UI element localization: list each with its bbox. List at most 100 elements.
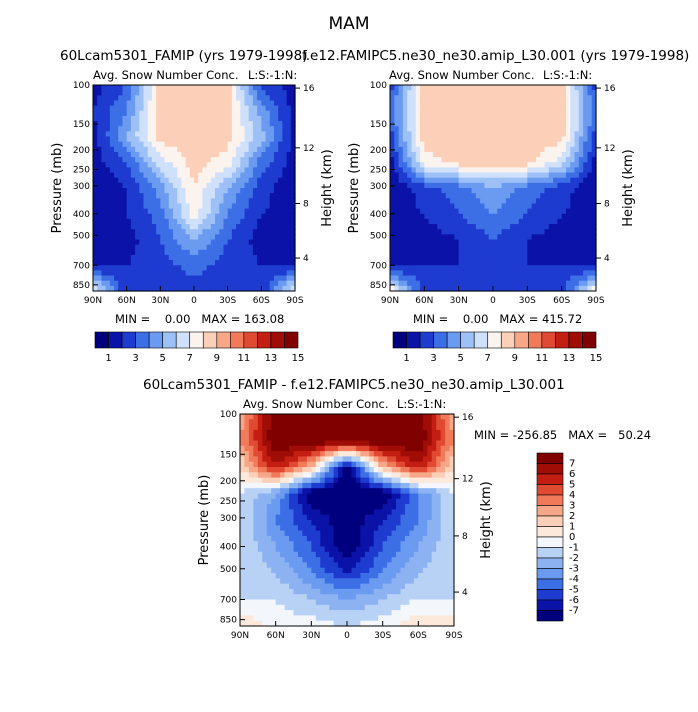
left-heatmap-cell — [168, 126, 174, 132]
left-heatmap-cell — [135, 254, 140, 261]
right-heatmap-cell — [420, 193, 425, 199]
right-heatmap-cell — [591, 90, 597, 96]
right-heatmap-cell — [497, 275, 503, 282]
left-heatmap-cell — [231, 275, 237, 282]
left-heatmap-cell — [248, 177, 254, 184]
right-heatmap-cell — [415, 90, 421, 96]
right-heatmap-cell — [467, 162, 473, 168]
left-heatmap-cell — [160, 110, 166, 117]
diff-heatmap-cell — [320, 525, 326, 532]
diff-heatmap-cell — [333, 488, 339, 495]
left-heatmap-cell — [206, 224, 212, 230]
left-heatmap-cell — [151, 90, 157, 96]
right-heatmap-cell — [535, 234, 541, 241]
right-heatmap-cell — [587, 188, 593, 194]
left-heatmap-cell — [273, 234, 279, 241]
left-heatmap-cell — [147, 239, 153, 246]
left-heatmap-cell — [139, 172, 145, 179]
left-heatmap-cell — [172, 157, 178, 163]
left-heatmap-cell — [181, 249, 187, 256]
right-heatmap-cell — [462, 229, 468, 235]
diff-heatmap-cell — [449, 419, 455, 426]
right-heatmap-cell — [432, 270, 438, 277]
right-heatmap-cell — [557, 260, 563, 266]
right-heatmap-cell — [458, 136, 464, 143]
right-heatmap-cell — [394, 198, 400, 205]
left-heatmap-cell — [105, 275, 111, 282]
diff-heatmap-cell — [409, 456, 415, 463]
left-heatmap-cell — [282, 244, 288, 251]
right-heatmap-cell — [394, 234, 400, 241]
left-heatmap-cell — [273, 136, 279, 143]
right-heatmap-cell — [450, 224, 455, 230]
left-heatmap-cell — [206, 208, 212, 215]
left-heatmap-cell — [210, 280, 216, 287]
diff-heatmap-cell — [293, 435, 299, 442]
right-heatmap-cell — [415, 188, 421, 194]
left-heatmap-cell — [172, 146, 178, 153]
right-heatmap-cell — [480, 151, 486, 158]
left-heatmap-cell — [135, 244, 140, 251]
left-heatmap-cell — [181, 285, 187, 292]
right-heatmap-cell — [574, 213, 580, 220]
left-heatmap-cell — [248, 141, 254, 148]
left-heatmap-cell — [278, 146, 283, 153]
left-heatmap-cell — [109, 188, 115, 194]
left-heatmap-cell — [164, 126, 170, 132]
left-heatmap-cell — [151, 85, 157, 91]
diff-heatmap-cell — [436, 451, 442, 457]
right-heatmap-cell — [531, 105, 537, 112]
diff-heatmap-cell — [422, 440, 428, 447]
right-heatmap-cell — [561, 177, 567, 184]
left-heatmap-cell — [215, 203, 220, 210]
left-heatmap-cell — [194, 198, 199, 205]
diff-heatmap-cell — [449, 435, 455, 442]
diff-heatmap-cell — [413, 514, 419, 521]
right-heatmap-cell — [540, 100, 546, 107]
left-heatmap-cell — [109, 95, 115, 102]
left-heatmap-cell — [160, 249, 166, 256]
right-heatmap-cell — [445, 115, 451, 122]
left-heatmap-cell — [282, 172, 288, 179]
left-heatmap-cell — [177, 105, 182, 112]
right-heatmap-cell — [544, 162, 550, 168]
left-heatmap-cell — [227, 162, 233, 168]
left-heatmap-cell — [156, 285, 161, 292]
left-heatmap-cell — [244, 234, 250, 241]
left-heatmap-cell — [101, 162, 107, 168]
right-heatmap-cell — [467, 157, 473, 163]
left-heatmap-cell — [168, 213, 174, 220]
diff-heatmap-cell — [280, 514, 286, 521]
right-heatmap-cell — [553, 141, 558, 148]
right-heatmap-cell — [578, 270, 584, 277]
right-heatmap-cell — [540, 151, 546, 158]
left-heatmap-cell — [93, 218, 98, 225]
left-heatmap-cell — [130, 90, 136, 96]
right-heatmap-cell — [493, 213, 498, 220]
right-heatmap-cell — [480, 131, 486, 138]
right-heatmap-cell — [394, 270, 400, 277]
left-heatmap-cell — [223, 218, 229, 225]
right-heatmap-cell — [553, 285, 558, 292]
left-heatmap-cell — [168, 100, 174, 107]
right-heatmap-cell — [553, 280, 558, 287]
diff-heatmap-cell — [280, 498, 286, 505]
diff-heatmap-cell — [418, 424, 424, 431]
right-heatmap-cell — [557, 239, 563, 246]
right-heatmap-cell — [445, 234, 451, 241]
diff-heatmap-cell — [369, 424, 375, 431]
right-heatmap-cell — [424, 131, 430, 138]
left-heatmap-cell — [252, 110, 258, 117]
diff-heatmap-cell — [413, 488, 419, 495]
right-heatmap-cell — [570, 249, 576, 256]
left-heatmap-cell — [160, 275, 166, 282]
diff-heatmap-cell — [436, 414, 442, 420]
diff-heatmap-cell — [266, 414, 272, 420]
diff-heatmap-cell — [440, 472, 446, 479]
left-heatmap-cell — [114, 285, 119, 292]
right-heatmap-cell — [475, 90, 481, 96]
left-heatmap-cell — [143, 177, 149, 184]
diff-heatmap-cell — [262, 461, 268, 468]
left-heatmap-cell — [135, 193, 140, 199]
right-heatmap-cell — [402, 260, 408, 266]
